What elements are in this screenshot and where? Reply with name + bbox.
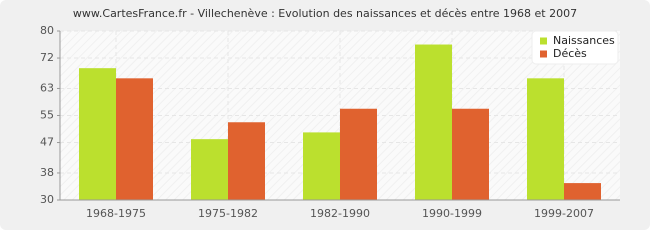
bar <box>79 68 116 201</box>
legend-swatch <box>540 50 547 58</box>
bar <box>116 78 153 200</box>
x-tick-label: 1999-2007 <box>534 207 594 220</box>
legend-label: Naissances <box>553 34 615 47</box>
legend-swatch <box>540 37 547 45</box>
x-tick-label: 1975-1982 <box>198 207 258 220</box>
bar <box>228 122 265 200</box>
bar <box>564 183 601 200</box>
chart-title: www.CartesFrance.fr - Villechenève : Evo… <box>73 7 577 20</box>
y-tick-label: 80 <box>40 24 54 37</box>
bar <box>415 44 452 200</box>
bar <box>340 108 377 200</box>
y-tick-label: 55 <box>40 109 54 122</box>
chart: www.CartesFrance.fr - Villechenève : Evo… <box>0 0 650 230</box>
y-tick-label: 47 <box>40 136 54 149</box>
bar <box>303 132 340 200</box>
y-tick-label: 38 <box>40 166 54 179</box>
y-tick-label: 63 <box>40 81 54 94</box>
y-tick-label: 72 <box>40 51 54 64</box>
bar <box>191 139 228 200</box>
y-tick-label: 30 <box>40 193 54 206</box>
bar <box>527 78 564 200</box>
x-tick-label: 1968-1975 <box>86 207 146 220</box>
legend-box <box>531 30 619 65</box>
bar <box>452 108 489 200</box>
legend-label: Décès <box>553 47 587 60</box>
x-tick-label: 1982-1990 <box>310 207 370 220</box>
x-tick-label: 1990-1999 <box>422 207 482 220</box>
